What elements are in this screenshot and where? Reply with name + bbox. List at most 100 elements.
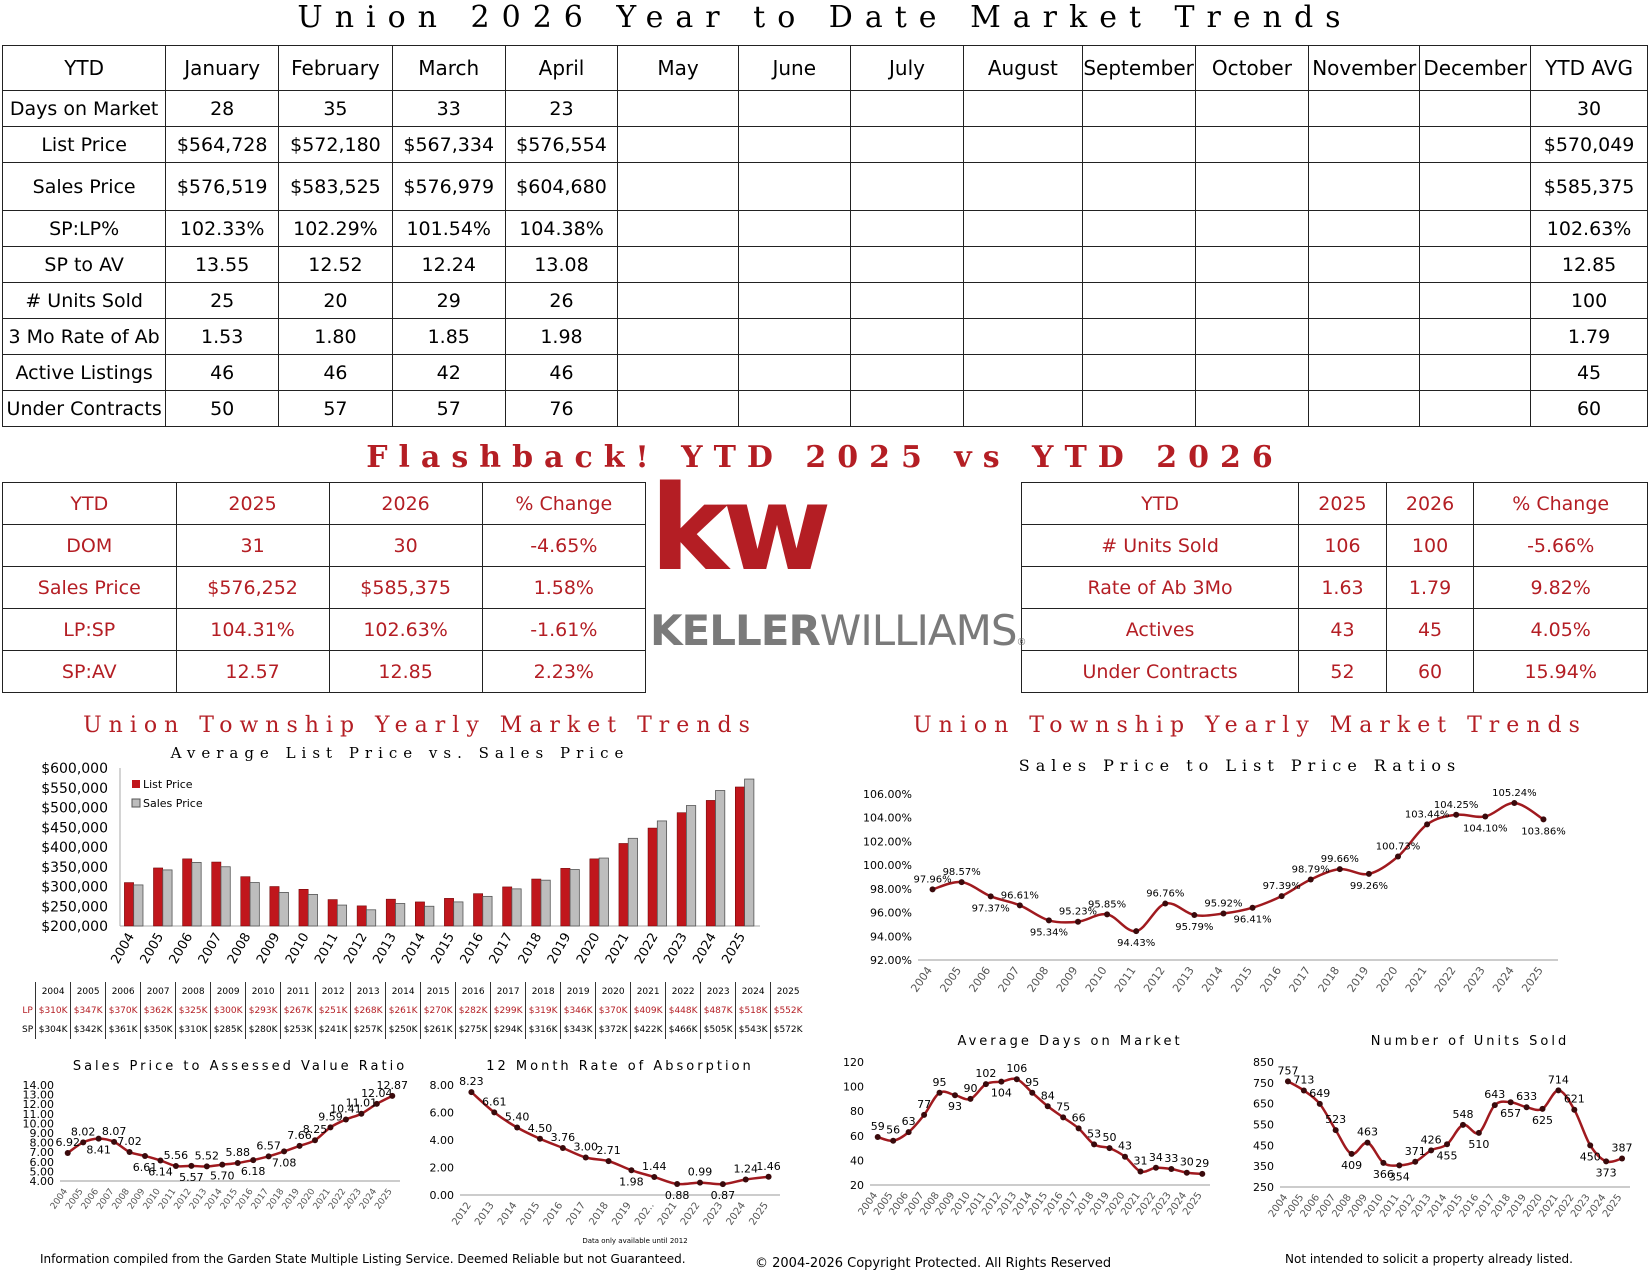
data-label: 713	[1293, 1074, 1314, 1087]
x-tick-label: 2014	[399, 931, 429, 967]
table-cell: -4.65%	[481, 524, 647, 567]
table-row: LP:SP 104.31% 102.63% -1.61%	[2, 608, 647, 651]
data-label: 0.99	[688, 1166, 713, 1179]
row-label	[20, 982, 36, 1001]
table-cell: 57	[278, 390, 393, 427]
table-cell	[1194, 126, 1310, 163]
table-cell	[849, 90, 965, 127]
table-cell	[737, 126, 851, 163]
table-cell: 9.82%	[1473, 566, 1648, 609]
data-label: 12.87	[377, 1079, 409, 1092]
data-point	[1507, 1099, 1514, 1106]
x-tick-label: 2012	[450, 1200, 474, 1227]
list-price-bar	[589, 858, 600, 927]
table-cell	[1308, 126, 1421, 163]
x-tick-label: 2012	[341, 931, 371, 967]
data-point	[1453, 811, 1460, 818]
data-label: 104.25%	[1434, 800, 1479, 811]
table-cell: 12.24	[391, 246, 506, 283]
data-label: 95.23%	[1059, 907, 1097, 918]
list-price-bar	[618, 843, 629, 927]
table-cell	[617, 162, 739, 211]
data-label: 105.24%	[1492, 788, 1537, 799]
data-point	[982, 1081, 989, 1088]
x-tick-label: 2020	[574, 931, 604, 967]
x-tick-label: 2022	[632, 931, 662, 967]
x-tick-label: 2004	[108, 931, 138, 967]
data-point	[987, 893, 994, 900]
table-cell: $267K	[280, 1001, 316, 1020]
table-cell: 2023	[700, 982, 736, 1001]
column-header: April	[504, 45, 619, 91]
table-cell: 2025	[770, 982, 806, 1001]
table-cell	[617, 390, 739, 427]
table-cell: 50	[165, 390, 280, 427]
x-tick-label: 2017	[487, 931, 517, 967]
data-point	[1122, 1153, 1128, 1160]
data-point	[1571, 1106, 1578, 1113]
data-label: 8.02	[71, 1125, 96, 1138]
data-label: 8.23	[459, 1075, 484, 1088]
table-cell: $370K	[105, 1001, 141, 1020]
data-label: 523	[1325, 1113, 1346, 1126]
row-label: SP:AV	[2, 650, 177, 693]
data-label: 3.76	[551, 1131, 576, 1144]
table-cell	[1308, 318, 1421, 355]
row-label: DOM	[2, 524, 177, 567]
y-tick-label: 850	[1253, 1056, 1274, 1069]
table-cell: 43	[1298, 608, 1387, 651]
column-header: 2026	[328, 482, 483, 525]
table-cell: 2005	[70, 982, 106, 1001]
logo-text-williams: WILLIAMS	[819, 606, 1018, 655]
data-label: 29	[1195, 1157, 1209, 1170]
data-label: 5.52	[195, 1149, 220, 1162]
data-point	[1045, 917, 1052, 924]
table-cell: 30	[328, 524, 483, 567]
data-point	[219, 1161, 226, 1168]
table-cell: $567,334	[391, 126, 506, 163]
data-point	[1540, 816, 1547, 823]
x-tick-label: 2025	[1519, 964, 1546, 994]
row-label: # Units Sold	[1, 282, 167, 319]
series-line	[932, 801, 1545, 933]
data-label: 6.61	[133, 1161, 158, 1174]
table-cell: 25	[165, 282, 280, 319]
data-label: 99.66%	[1321, 854, 1359, 865]
table-cell	[1081, 90, 1196, 127]
y-tick-label: $550,000	[41, 781, 108, 797]
table-cell	[737, 246, 851, 283]
table-cell: -1.61%	[481, 608, 647, 651]
table-cell: $604,680	[504, 162, 619, 211]
table-cell	[737, 354, 851, 391]
column-header: July	[849, 45, 965, 91]
data-point	[765, 1173, 772, 1180]
table-cell	[849, 390, 965, 427]
table-cell	[1081, 354, 1196, 391]
table-cell	[617, 90, 739, 127]
y-tick-label: 13.00	[23, 1089, 55, 1102]
table-row: Actives 43 45 4.05%	[1020, 608, 1648, 651]
sales-price-bar	[482, 895, 493, 927]
data-point	[998, 1078, 1005, 1085]
y-tick-label: 8.00	[430, 1079, 455, 1092]
data-point	[1482, 813, 1489, 820]
table-cell: $310K	[35, 1001, 71, 1020]
data-point	[628, 1167, 635, 1174]
row-label: Actives	[1020, 608, 1300, 651]
data-point	[1539, 1105, 1546, 1112]
data-point	[1060, 1114, 1067, 1121]
list-price-bar	[153, 867, 164, 927]
list-price-bar	[444, 898, 454, 927]
sales-price-bar	[569, 869, 580, 927]
y-tick-label: 106.00%	[863, 788, 912, 801]
data-point	[1300, 1087, 1307, 1094]
table-cell	[1194, 90, 1310, 127]
sales-price-bar	[686, 805, 697, 927]
y-tick-label: 60	[850, 1130, 864, 1143]
data-label: 450	[1580, 1150, 1601, 1163]
table-row: Sales Price $576,252 $585,375 1.58%	[2, 566, 647, 609]
table-row: Sales Price $576,519 $583,525 $576,979 $604,…	[1, 162, 1648, 211]
data-label: 30	[1180, 1156, 1194, 1169]
data-point	[157, 1157, 164, 1164]
data-point	[1016, 902, 1023, 909]
